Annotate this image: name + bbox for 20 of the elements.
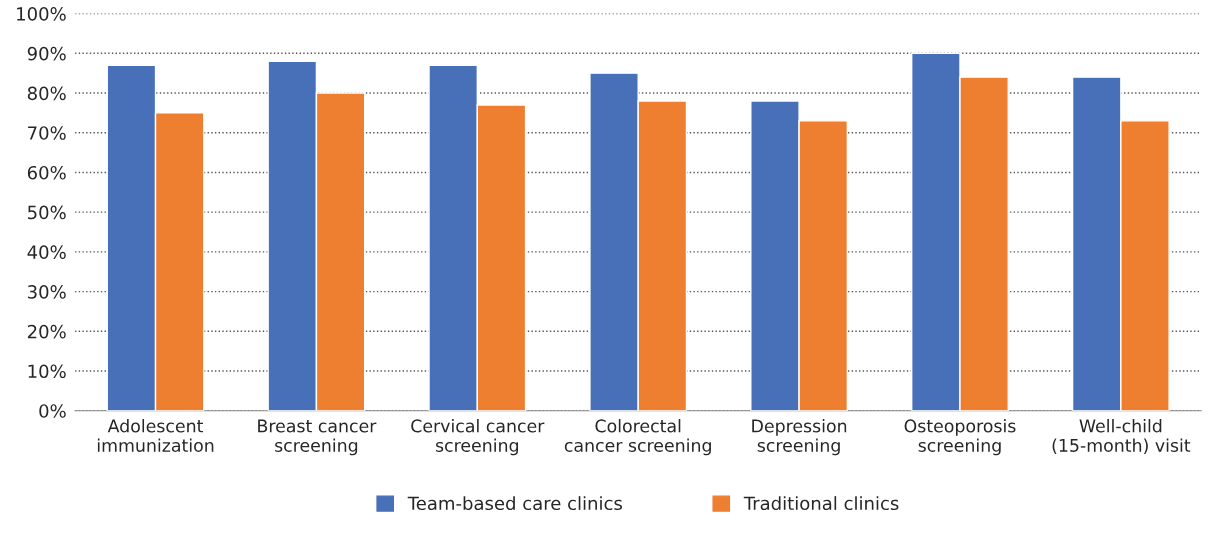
y-tick-label: 30% bbox=[27, 285, 66, 299]
x-tick-label: Breast cancer screening bbox=[258, 419, 377, 456]
y-tick-label: 50% bbox=[28, 205, 66, 220]
y-tick-label: 40% bbox=[27, 245, 66, 259]
legend-label: Traditional clinics bbox=[743, 496, 899, 511]
y-tick-label: 70% bbox=[28, 126, 66, 140]
y-tick-label: 100% bbox=[17, 7, 66, 21]
x-tick-label: Colorectal cancer screening bbox=[564, 419, 711, 456]
y-tick-label: 0% bbox=[39, 404, 66, 418]
x-tick-label: Depression screening bbox=[752, 419, 847, 456]
y-tick-label: 90% bbox=[27, 46, 66, 61]
x-tick-label: Cervical cancer screening bbox=[411, 419, 545, 456]
x-tick-label: Osteoporosis screening bbox=[904, 419, 1016, 456]
x-tick-label: Adolescent immunization bbox=[97, 419, 214, 452]
y-tick-label: 10% bbox=[28, 364, 66, 379]
legend-label: Team-based care clinics bbox=[407, 496, 622, 511]
y-tick-label: 60% bbox=[27, 165, 66, 180]
y-tick-label: 80% bbox=[27, 86, 66, 101]
y-tick-label: 20% bbox=[27, 324, 66, 339]
x-tick-label: Well-child (15-month) visit bbox=[1052, 419, 1191, 454]
